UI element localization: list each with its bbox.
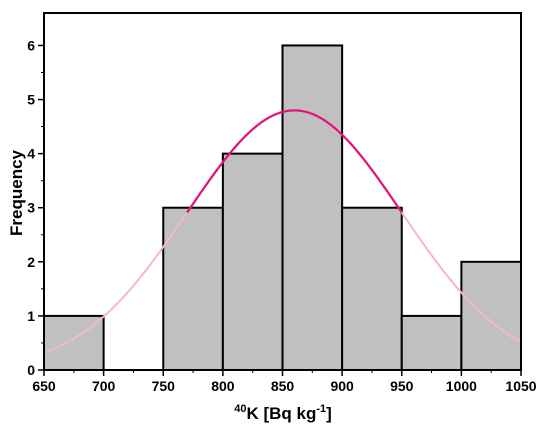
histogram-bar-750-800 [162,206,224,371]
x-axis-title-sup2: -1 [316,403,326,415]
y-tick-label-6: 6 [27,37,35,53]
x-axis-title-main: K [Bq kg [246,404,316,423]
histogram-bar-1000-1050 [460,260,522,371]
x-tick-label-900: 900 [330,378,354,394]
x-axis-title-end: ] [326,404,332,423]
histogram-bar-950-1000 [400,314,463,371]
x-tick-label-750: 750 [152,378,176,394]
y-tick-label-5: 5 [27,92,35,108]
x-tick-label-700: 700 [92,378,116,394]
x-tick-label-1050: 1050 [505,378,536,394]
y-tick-label-0: 0 [27,362,35,378]
x-axis-title-sup: 40 [234,403,246,415]
y-tick-label-1: 1 [27,308,35,324]
y-tick-label-3: 3 [27,200,35,216]
y-tick-label-4: 4 [27,146,35,162]
histogram-bar-800-850 [221,152,284,371]
y-tick-label-2: 2 [27,254,35,270]
ticks-group: 650 700 750 800 850 900 950 1000 1050 0 1 2 3 4 5 6 [27,37,537,394]
normal-fit-curve-highlight [186,109,403,214]
histogram-bar-850-900 [281,44,344,371]
x-axis-title: 40K [Bq kg-1] [234,403,332,423]
bars-group [43,44,522,371]
x-tick-label-800: 800 [211,378,235,394]
x-tick-label-850: 850 [271,378,295,394]
x-tick-label-1000: 1000 [446,378,477,394]
y-axis-title: Frequency [7,149,26,236]
x-tick-label-650: 650 [32,378,56,394]
normal-fit-group [43,109,522,354]
histogram-bar-900-950 [341,206,403,371]
x-tick-label-950: 950 [390,378,414,394]
